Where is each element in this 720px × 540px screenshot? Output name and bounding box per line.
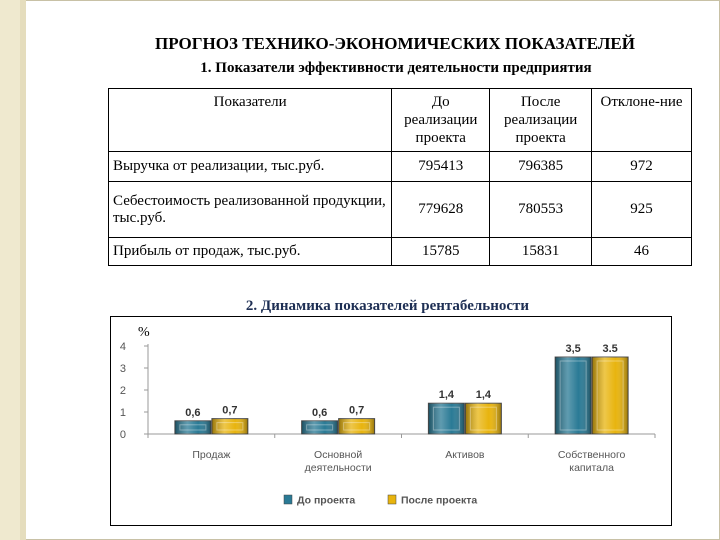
section1-title: 1. Показатели эффективности деятельности…: [200, 60, 592, 76]
table-cell-name: Себестоимость реализованной продукции, т…: [107, 181, 393, 238]
table-row: Прибыль от продаж, тыс.руб. 15785 15831 …: [107, 237, 692, 266]
data-label: 0,6: [185, 407, 200, 419]
x-tick-label: деятельности: [305, 462, 372, 474]
x-tick-label: Продаж: [192, 449, 230, 461]
table-cell: 925: [591, 181, 692, 238]
y-tick-label: 0: [120, 429, 126, 441]
table-cell: 15785: [391, 237, 491, 266]
bar-bevel: [179, 424, 207, 431]
legend-swatch: [387, 494, 397, 505]
table-cell: 780553: [489, 181, 593, 238]
bar-bevel: [216, 422, 244, 431]
bar-bevel: [306, 424, 334, 431]
table-cell: 46: [591, 237, 692, 266]
table-header-cell: Отклоне-ние: [591, 88, 692, 152]
chart-frame: [110, 316, 672, 526]
y-tick-label: 2: [120, 385, 126, 397]
y-tick-label: 3: [120, 363, 126, 375]
y-tick-label: 4: [120, 341, 126, 353]
legend-swatch: [283, 494, 293, 505]
bar-bevel: [596, 360, 624, 431]
bar-bevel: [432, 406, 460, 431]
table-row: Выручка от реализации, тыс.руб. 795413 7…: [107, 151, 692, 182]
x-tick-label: капитала: [569, 462, 614, 474]
table-cell-name: Прибыль от продаж, тыс.руб.: [107, 237, 393, 266]
left-decor-strip: [0, 0, 20, 540]
table-cell: 15831: [489, 237, 593, 266]
table-cell: 779628: [391, 181, 491, 238]
left-decor-strip-inner: [20, 0, 26, 540]
bar-bevel: [559, 360, 587, 431]
section2-title: 2. Динамика показателей рентабельности: [245, 298, 530, 314]
data-label: 0,7: [222, 405, 237, 417]
data-label: 3,5: [565, 343, 580, 355]
table-cell: 796385: [489, 151, 593, 182]
y-tick-label: 1: [120, 407, 126, 419]
y-axis-label: %: [138, 325, 150, 340]
table-header-cell: Показатели: [107, 88, 393, 152]
data-label: 3.5: [602, 343, 617, 355]
table-cell-name: Выручка от реализации, тыс.руб.: [107, 151, 393, 182]
table-cell: 795413: [391, 151, 491, 182]
x-tick-label: Собственного: [558, 449, 626, 461]
data-label: 0,7: [349, 405, 364, 417]
bar-bevel: [469, 406, 497, 431]
data-label: 0,6: [312, 407, 327, 419]
table-row: Себестоимость реализованной продукции, т…: [107, 181, 692, 238]
legend-label: После проекта: [401, 495, 477, 507]
data-label: 1,4: [476, 389, 492, 401]
slide-title: ПРОГНОЗ ТЕХНИКО-ЭКОНОМИЧЕСКИХ ПОКАЗАТЕЛЕ…: [154, 34, 635, 53]
legend-label: До проекта: [297, 495, 355, 507]
x-tick-label: Активов: [445, 449, 485, 461]
bar-bevel: [343, 422, 371, 431]
metrics-table: Показатели До реализации проекта После р…: [107, 88, 692, 266]
x-tick-label: Основной: [314, 449, 362, 461]
data-label: 1,4: [439, 389, 455, 401]
